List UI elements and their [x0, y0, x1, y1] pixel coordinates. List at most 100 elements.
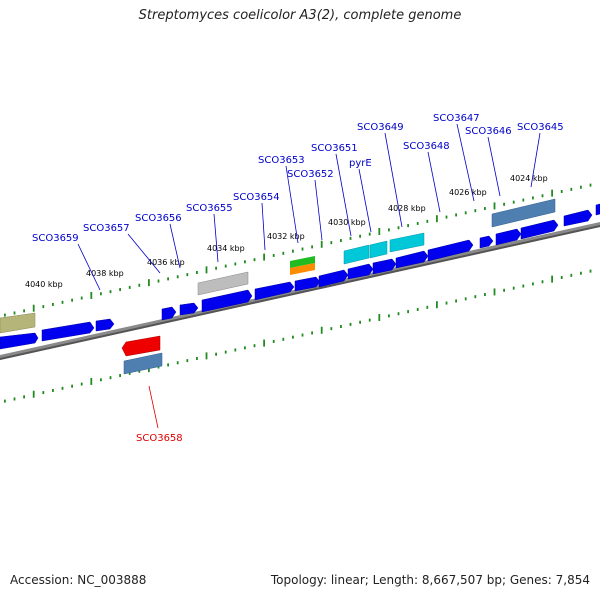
tick-mark: [148, 279, 150, 287]
gene-arrow: [41, 321, 95, 342]
tick-mark: [42, 391, 45, 395]
feature-blocks: [0, 198, 556, 375]
gene-arrow: [179, 302, 199, 316]
tick-mark: [359, 320, 361, 324]
tick-mark: [52, 388, 54, 392]
gene-label: SCO3646: [465, 126, 512, 137]
tick-mark: [512, 286, 515, 290]
tick-mark: [388, 228, 390, 232]
tick-mark: [560, 190, 563, 194]
tick-mark: [330, 241, 333, 245]
tick-mark: [464, 211, 467, 215]
tick-mark: [100, 378, 102, 382]
tick-mark: [138, 369, 141, 373]
tick-mark: [215, 352, 217, 356]
tick-mark: [359, 234, 361, 238]
gene-arrow: [595, 203, 600, 216]
tick-mark: [138, 283, 141, 287]
tick-mark: [186, 273, 189, 277]
gene-arrow: [495, 228, 522, 246]
tick-mark: [224, 264, 227, 268]
tick-mark: [532, 282, 534, 286]
label-leader-line: [77, 243, 101, 291]
tick-mark: [340, 325, 342, 329]
gene-label: SCO3645: [517, 122, 564, 133]
label-leader-line: [335, 153, 352, 237]
tick-mark: [13, 397, 16, 401]
tick-mark: [186, 359, 189, 363]
tick-mark: [224, 350, 227, 354]
tick-mark: [551, 189, 553, 197]
gene-arrow: [254, 281, 295, 301]
tick-mark: [445, 215, 448, 219]
ruler-label: 4038 kbp: [86, 269, 124, 278]
ruler-label: 4024 kbp: [510, 174, 548, 183]
gene-label: pyrE: [349, 158, 372, 169]
tick-mark: [493, 202, 496, 210]
gene-arrow: [201, 289, 253, 313]
tick-mark: [4, 399, 6, 403]
gene-arrow: [395, 250, 429, 269]
tick-mark: [119, 374, 121, 378]
tick-mark: [272, 339, 275, 343]
tick-mark: [560, 276, 563, 280]
gene-label: SCO3656: [135, 213, 182, 224]
tick-mark: [580, 185, 582, 189]
tick-mark: [80, 296, 83, 300]
tick-mark: [522, 284, 525, 288]
tick-mark: [32, 304, 35, 312]
tick-mark: [407, 310, 409, 314]
tick-mark: [52, 302, 54, 306]
tick-mark: [263, 253, 265, 261]
tick-mark: [272, 253, 275, 257]
tick-mark: [176, 361, 179, 365]
tick-mark: [292, 335, 294, 339]
steelblue-feature: [491, 198, 556, 228]
tick-mark: [349, 236, 352, 240]
tick-mark: [157, 365, 160, 369]
gene-arrow: [95, 318, 115, 332]
label-leader-line: [456, 123, 475, 202]
tick-mark: [244, 260, 246, 264]
tick-mark: [13, 311, 16, 315]
tick-mark: [109, 290, 112, 294]
red-reverse-gene: [121, 335, 161, 357]
tick-mark: [570, 187, 573, 191]
ruler-label: 4040 kbp: [25, 280, 63, 289]
tick-mark: [522, 198, 525, 202]
lower-tick-row: [4, 269, 592, 403]
tick-mark: [589, 183, 592, 187]
olive-feature: [0, 312, 36, 334]
gene-label: SCO3653: [258, 155, 305, 166]
tick-mark: [90, 377, 93, 385]
gene-label: SCO3659: [32, 233, 79, 244]
ruler-label: 4034 kbp: [207, 244, 245, 253]
tick-mark: [397, 312, 400, 316]
tick-mark: [416, 221, 419, 225]
tick-mark: [263, 339, 265, 347]
tick-mark: [407, 224, 409, 228]
cyan-feature: [343, 244, 370, 265]
tick-mark: [503, 202, 505, 206]
tick-mark: [311, 331, 313, 335]
tick-mark: [23, 395, 25, 399]
tick-mark: [589, 269, 592, 273]
tick-mark: [80, 382, 83, 386]
tick-mark: [397, 226, 400, 230]
tick-mark: [90, 291, 93, 299]
tick-mark: [253, 344, 256, 348]
gene-arrow: [347, 263, 374, 280]
gene-label: SCO3652: [287, 169, 334, 180]
tick-mark: [311, 245, 313, 249]
tick-mark: [119, 288, 121, 292]
cyan-feature: [389, 232, 425, 253]
tick-mark: [71, 298, 73, 302]
label-leader-line: [169, 223, 181, 269]
label-leader-line: [487, 136, 501, 197]
tick-mark: [234, 262, 237, 266]
tick-mark: [61, 386, 64, 390]
tick-mark: [532, 196, 534, 200]
tick-mark: [205, 266, 208, 274]
green-feature: [290, 256, 315, 268]
